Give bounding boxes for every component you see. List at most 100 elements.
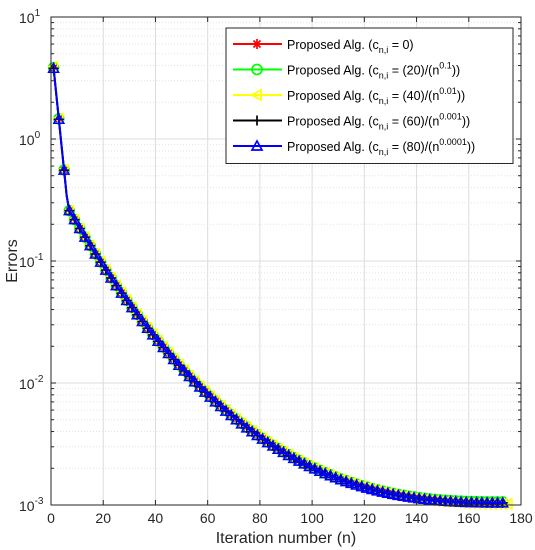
data-point	[282, 448, 295, 461]
data-point	[73, 221, 86, 234]
x-tick-label: 40	[148, 510, 164, 526]
data-point	[298, 457, 311, 469]
data-point	[172, 358, 186, 371]
data-point	[360, 481, 374, 493]
data-point	[214, 399, 227, 412]
x-tick-label: 20	[95, 510, 111, 526]
data-point	[277, 445, 290, 458]
data-point	[339, 475, 353, 487]
legend-label: Proposed Alg. (cn,i = (80)/(n0.0001))	[287, 137, 475, 157]
data-point	[235, 417, 248, 429]
data-point	[89, 247, 102, 259]
data-point	[271, 442, 285, 455]
data-point	[303, 459, 316, 472]
legend-label: Proposed Alg. (cn,i = 0)	[287, 38, 414, 55]
data-point	[345, 476, 358, 489]
data-point	[329, 471, 342, 483]
data-point	[261, 436, 274, 448]
data-point	[240, 421, 254, 433]
data-point	[162, 347, 175, 359]
data-point	[136, 315, 149, 327]
data-point	[110, 279, 123, 291]
series-5	[47, 61, 509, 508]
data-point	[256, 432, 269, 444]
data-point	[209, 395, 222, 407]
y-axis-label: Errors	[4, 239, 21, 283]
axis-labels: Iteration number (n) Errors	[4, 239, 356, 547]
data-point	[63, 204, 76, 216]
data-point	[224, 408, 238, 421]
legend-marker	[250, 139, 264, 151]
data-point	[193, 380, 207, 392]
data-point	[167, 352, 180, 365]
data-point	[104, 271, 118, 283]
data-point	[198, 385, 212, 397]
data-point	[376, 485, 389, 497]
data-point	[245, 425, 259, 437]
y-tick-label: 101	[19, 8, 41, 26]
data-point	[183, 369, 196, 382]
x-tick-label: 180	[509, 510, 533, 526]
legend-entry: Proposed Alg. (cn,i = (20)/(n0.1))	[233, 61, 460, 81]
legend-label: Proposed Alg. (cn,i = (60)/(n0.001))	[287, 112, 470, 132]
legend-entry: Proposed Alg. (cn,i = (80)/(n0.0001))	[233, 137, 475, 157]
legend-label: Proposed Alg. (cn,i = (20)/(n0.1))	[287, 61, 460, 81]
data-point	[141, 321, 154, 334]
data-point	[78, 230, 92, 242]
y-tick-label: 10-1	[19, 252, 44, 270]
data-point	[266, 439, 280, 451]
data-point	[57, 163, 71, 175]
legend-entry: Proposed Alg. (cn,i = (40)/(n0.01))	[233, 86, 465, 106]
x-axis-label: Iteration number (n)	[216, 530, 357, 547]
data-point	[496, 496, 509, 508]
data-point	[188, 375, 201, 387]
tick-layer: 0 20 40 60 80 100 120 140 160 180 10-3 10-2 10-1 100 1…	[19, 8, 533, 526]
y-tick-label: 10-2	[19, 374, 44, 392]
data-point	[52, 112, 66, 124]
data-point	[334, 473, 348, 485]
data-point	[177, 364, 191, 376]
data-point	[94, 255, 107, 267]
data-point	[115, 286, 128, 298]
legend-entry: Proposed Alg. (cn,i = 0)	[233, 38, 414, 55]
data-point	[292, 454, 306, 466]
data-point	[251, 428, 264, 441]
data-point	[83, 239, 97, 251]
legend: Proposed Alg. (cn,i = 0) Proposed Alg. (c…	[225, 27, 514, 164]
legend-label: Proposed Alg. (cn,i = (40)/(n0.01))	[287, 86, 465, 106]
legend-marker	[251, 63, 263, 76]
x-tick-label: 160	[457, 510, 481, 526]
data-point	[151, 334, 165, 346]
legend-marker	[252, 39, 262, 49]
data-point	[204, 390, 217, 402]
data-point	[308, 462, 321, 474]
data-point	[99, 263, 113, 275]
x-tick-label: 80	[252, 510, 268, 526]
x-tick-label: 140	[405, 510, 429, 526]
y-tick-label: 100	[19, 130, 41, 148]
series-layer	[47, 60, 513, 511]
data-point	[371, 484, 384, 496]
data-point	[130, 308, 144, 320]
data-point	[318, 467, 332, 479]
data-point	[157, 340, 170, 353]
data-point	[146, 328, 160, 340]
data-point	[324, 469, 337, 481]
y-tick-label: 10-3	[19, 496, 44, 514]
data-point	[68, 213, 81, 225]
x-tick-label: 100	[300, 510, 324, 526]
legend-marker	[250, 88, 262, 102]
data-point	[125, 301, 139, 313]
data-point	[287, 451, 301, 464]
x-tick-label: 120	[353, 510, 377, 526]
x-tick-label: 60	[200, 510, 216, 526]
data-point	[313, 464, 327, 477]
data-point	[365, 482, 379, 495]
data-point	[350, 478, 363, 490]
x-tick-label: 0	[47, 510, 55, 526]
data-point	[355, 480, 368, 492]
legend-entry: Proposed Alg. (cn,i = (60)/(n0.001))	[233, 112, 470, 132]
legend-marker	[252, 115, 262, 126]
